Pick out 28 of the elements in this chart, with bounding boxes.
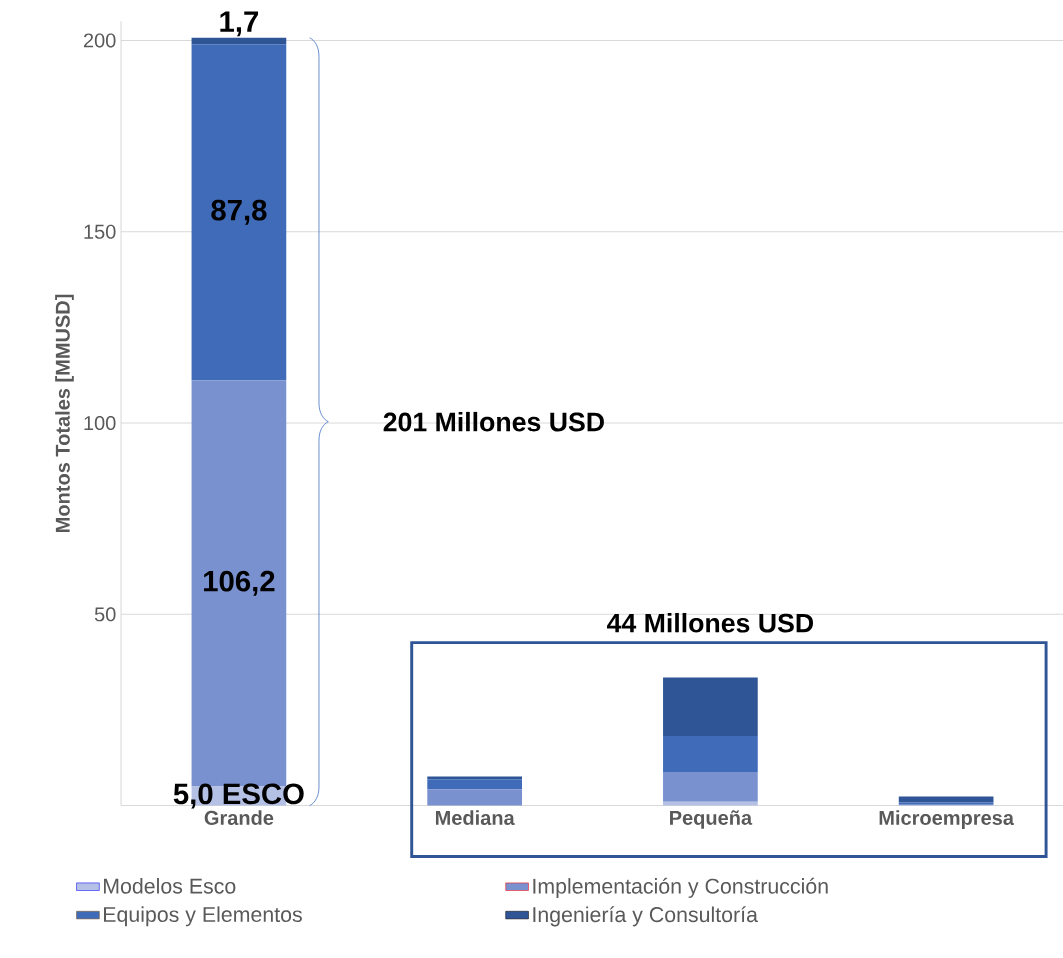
- y-axis-title: Montos Totales [MMUSD]: [55, 294, 74, 533]
- x-tick-label: Grande: [204, 810, 274, 826]
- bar: [191, 44, 287, 381]
- legend-label: Modelos Esco: [104, 878, 236, 894]
- bar: [663, 772, 758, 802]
- y-tick-label: 150: [84, 224, 116, 239]
- y-tick-label: 100: [84, 416, 116, 431]
- bar: [663, 736, 758, 773]
- bar: [191, 37, 287, 45]
- data-label: 87,8: [211, 199, 267, 225]
- x-tick-label: Pequeña: [670, 810, 753, 830]
- bar: [663, 677, 758, 737]
- legend-label: Ingeniería y Consultoría: [533, 906, 758, 927]
- data-label: 106,2: [204, 570, 275, 597]
- x-tick-label: Mediana: [435, 810, 515, 826]
- bar: [898, 796, 994, 803]
- legend-label: Implementación y Construcción: [533, 878, 828, 899]
- y-tick-label: 200: [83, 33, 116, 48]
- data-label: 5,0 ESCO: [173, 783, 304, 809]
- annotation: 201 Millones USD: [383, 412, 604, 432]
- annotation: 44 Millones USD: [607, 613, 814, 633]
- bar: [427, 779, 522, 790]
- bar: [427, 789, 522, 806]
- legend-label: Equipos y Elementos: [104, 906, 302, 927]
- x-tick-label: Microempresa: [879, 810, 1015, 830]
- bar: [663, 801, 758, 806]
- data-label: 1,7: [220, 11, 259, 37]
- y-tick-label: 50: [94, 607, 116, 622]
